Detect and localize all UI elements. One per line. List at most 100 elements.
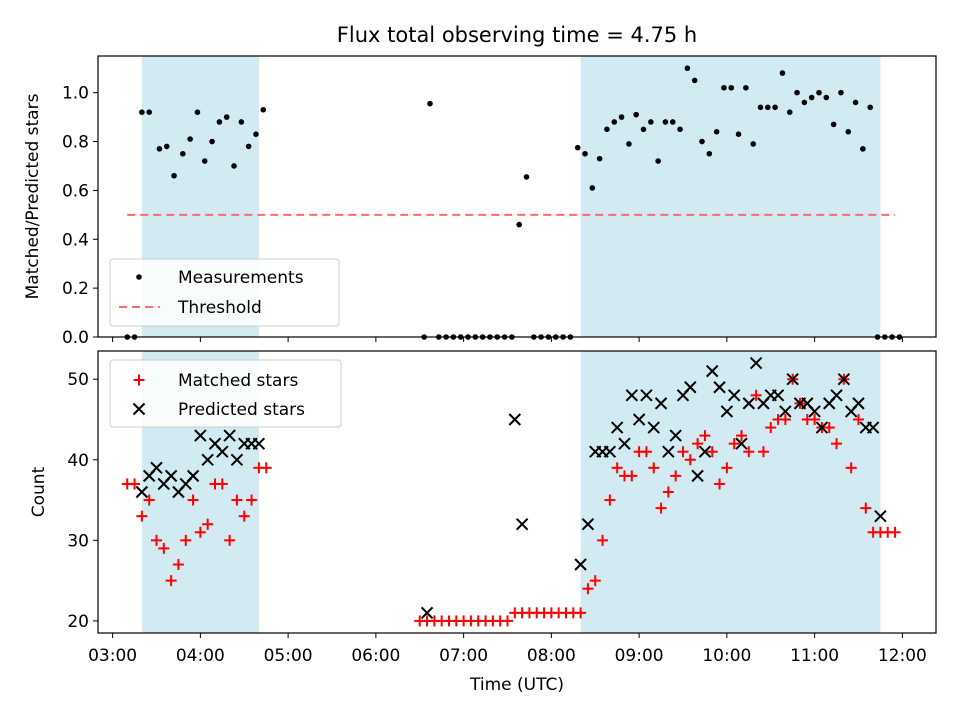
predicted-star-point: [786, 372, 799, 386]
matched-star-point: [180, 534, 192, 546]
measurement-point: [640, 126, 647, 133]
predicted-star-point: [610, 421, 624, 434]
matched-star-point: [611, 462, 623, 474]
predicted-star-point: [749, 356, 763, 370]
y-tick-label: 1.0: [62, 84, 89, 104]
x-tick-label: 09:00: [615, 646, 664, 666]
predicted-star-point: [830, 389, 843, 402]
predicted-star-point: [508, 413, 522, 426]
matched-star-point: [692, 438, 704, 450]
matched-star-point: [194, 526, 206, 538]
measurement-point: [684, 65, 691, 72]
predicted-star-point: [684, 381, 697, 394]
measurement-point: [830, 121, 837, 128]
measurement-point: [786, 109, 793, 115]
matched-star-point: [143, 494, 155, 506]
measurement-point: [765, 104, 771, 111]
matched-star-point: [172, 559, 184, 571]
measurement-point: [582, 150, 588, 157]
y-tick-label: 20: [67, 612, 89, 632]
legend-x-glyph: [132, 402, 146, 416]
matched-star-point: [706, 446, 718, 458]
matched-star-point: [721, 462, 733, 474]
matched-star-point: [216, 478, 228, 490]
measurement-point: [699, 138, 705, 145]
measurement-point: [713, 128, 720, 135]
measurement-point: [838, 89, 844, 96]
y-tick-label: 0.6: [62, 181, 89, 201]
predicted-star-point: [164, 469, 178, 483]
measurement-point: [772, 104, 778, 111]
predicted-star-point: [230, 453, 244, 466]
legend-predicted-label: Predicted stars: [178, 400, 305, 420]
matched-star-point: [757, 446, 769, 458]
predicted-star-point: [632, 413, 646, 426]
matched-star-point: [860, 502, 872, 514]
measurement-point: [146, 109, 152, 115]
matched-star-point: [845, 462, 857, 474]
matched-star-point: [684, 454, 696, 466]
matched-star-point: [662, 486, 674, 498]
predicted-star-point: [698, 445, 712, 458]
matched-star-point: [823, 422, 835, 434]
measurement-point: [139, 109, 145, 115]
y-tick-label: 0.2: [62, 279, 89, 299]
bottom-y-axis: 20 30 40 50: [67, 370, 98, 632]
predicted-star-point: [735, 437, 748, 450]
measurement-point: [156, 146, 163, 152]
x-axis-label: Time (UTC): [469, 675, 564, 695]
measurement-point: [611, 119, 618, 125]
measurement-point: [860, 146, 866, 152]
matched-star-point: [202, 518, 214, 530]
predicted-star-point: [515, 518, 529, 531]
measurement-point: [574, 144, 581, 151]
x-tick-label: 06:00: [351, 646, 400, 666]
bottom-y-axis-label: Count: [29, 466, 49, 517]
measurement-point: [589, 185, 596, 191]
predicted-star-point: [135, 485, 149, 499]
measurement-point: [231, 163, 237, 169]
measurement-point: [794, 89, 800, 96]
predicted-star-point: [815, 421, 829, 434]
measurement-point: [626, 141, 632, 147]
bottom-x-axis: 03:00 04:00 05:00 06:00 07:00 08:00 09:00 10:00…: [88, 633, 927, 666]
matched-star-point: [728, 438, 740, 450]
y-tick-label: 50: [67, 370, 89, 390]
matched-star-point: [670, 470, 682, 482]
measurement-point: [253, 131, 259, 137]
predicted-star-point: [691, 469, 704, 483]
measurement-point: [669, 119, 676, 125]
legend-plus-glyph: [133, 374, 145, 386]
matched-star-point: [604, 494, 616, 506]
matched-star-point: [238, 510, 250, 522]
y-tick-label: 40: [67, 451, 89, 471]
measurement-point: [757, 104, 764, 111]
measurement-point: [728, 84, 735, 91]
legend-matched-marker: [133, 374, 145, 386]
measurement-point: [808, 94, 815, 101]
measurement-point: [618, 114, 625, 120]
matched-star-point: [626, 470, 638, 482]
matched-star-point: [224, 534, 236, 546]
measurement-point: [187, 136, 193, 142]
predicted-star-point: [581, 518, 595, 531]
matched-star-point: [260, 462, 272, 474]
measurement-point: [721, 84, 727, 91]
measurement-point: [662, 119, 669, 125]
matched-star-point: [158, 542, 170, 554]
x-tick-label: 11:00: [790, 646, 839, 666]
predicted-star-point: [574, 558, 587, 571]
predicted-star-point: [852, 397, 865, 410]
top-shaded-intervals: [141, 56, 881, 337]
predicted-star-point: [866, 421, 880, 434]
measurement-point: [691, 77, 698, 84]
measurement-point: [677, 126, 683, 133]
top-x-tick-marks: [112, 337, 903, 342]
matched-star-point: [889, 526, 901, 538]
measurement-point: [801, 99, 808, 106]
y-tick-label: 0.0: [62, 328, 89, 348]
measurement-point: [633, 111, 639, 118]
shaded-interval: [580, 56, 881, 337]
matched-star-point: [597, 534, 609, 546]
